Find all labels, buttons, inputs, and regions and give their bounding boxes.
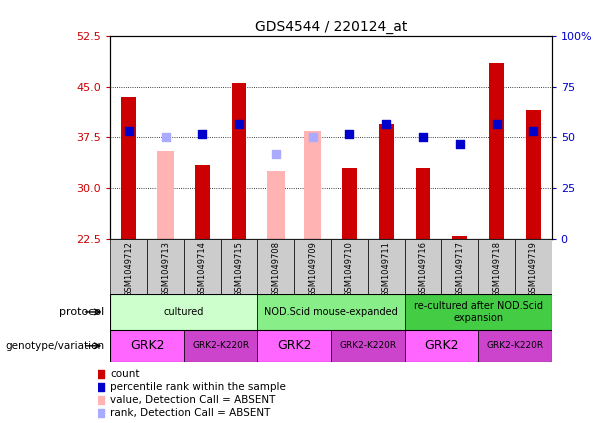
Text: GRK2-K220R: GRK2-K220R bbox=[486, 341, 544, 350]
Bar bbox=[478, 239, 515, 294]
Bar bbox=[110, 239, 147, 294]
Text: count: count bbox=[110, 369, 140, 379]
Point bbox=[310, 218, 319, 225]
Bar bbox=[110, 330, 184, 362]
Text: rank, Detection Call = ABSENT: rank, Detection Call = ABSENT bbox=[110, 408, 270, 418]
Text: GSM1049710: GSM1049710 bbox=[345, 241, 354, 297]
Text: cultured: cultured bbox=[164, 307, 204, 317]
Bar bbox=[331, 239, 368, 294]
Text: GRK2-K220R: GRK2-K220R bbox=[339, 341, 397, 350]
Text: GSM1049708: GSM1049708 bbox=[272, 241, 280, 297]
Text: NOD.Scid mouse-expanded: NOD.Scid mouse-expanded bbox=[264, 307, 398, 317]
Text: protocol: protocol bbox=[59, 307, 104, 317]
Bar bbox=[368, 239, 405, 294]
Bar bbox=[416, 168, 430, 239]
Bar bbox=[452, 236, 467, 239]
Point bbox=[381, 121, 391, 127]
Point bbox=[418, 134, 428, 141]
Point bbox=[124, 127, 134, 134]
Point bbox=[197, 131, 207, 137]
Bar bbox=[257, 294, 405, 330]
Bar bbox=[405, 330, 478, 362]
Text: percentile rank within the sample: percentile rank within the sample bbox=[110, 382, 286, 392]
Point bbox=[492, 121, 501, 127]
Text: GRK2: GRK2 bbox=[130, 339, 164, 352]
Point bbox=[345, 131, 354, 137]
Text: GSM1049714: GSM1049714 bbox=[198, 241, 207, 297]
Text: value, Detection Call = ABSENT: value, Detection Call = ABSENT bbox=[110, 395, 275, 405]
Text: GSM1049715: GSM1049715 bbox=[235, 241, 243, 297]
Bar bbox=[121, 97, 136, 239]
Bar bbox=[489, 63, 504, 239]
Text: GSM1049716: GSM1049716 bbox=[419, 241, 427, 297]
Point bbox=[455, 141, 465, 148]
Bar bbox=[331, 330, 405, 362]
Text: re-cultured after NOD.Scid
expansion: re-cultured after NOD.Scid expansion bbox=[414, 301, 543, 323]
Bar bbox=[257, 239, 294, 294]
Bar bbox=[405, 239, 441, 294]
Bar bbox=[157, 151, 174, 239]
Bar bbox=[195, 165, 210, 239]
Bar bbox=[405, 294, 552, 330]
Text: genotype/variation: genotype/variation bbox=[5, 341, 104, 351]
Bar bbox=[110, 294, 257, 330]
Bar bbox=[257, 330, 331, 362]
Bar bbox=[515, 239, 552, 294]
Bar bbox=[441, 239, 478, 294]
Bar bbox=[294, 239, 331, 294]
Text: GSM1049709: GSM1049709 bbox=[308, 241, 317, 297]
Text: GSM1049719: GSM1049719 bbox=[529, 241, 538, 297]
Point bbox=[161, 134, 170, 141]
Bar bbox=[184, 239, 221, 294]
Bar bbox=[221, 239, 257, 294]
Point bbox=[310, 338, 319, 345]
Bar bbox=[147, 239, 184, 294]
Bar bbox=[342, 168, 357, 239]
Bar bbox=[379, 124, 394, 239]
Text: GSM1049717: GSM1049717 bbox=[455, 241, 464, 297]
Bar bbox=[478, 330, 552, 362]
Bar bbox=[304, 131, 321, 239]
Point bbox=[310, 98, 319, 105]
Text: GRK2: GRK2 bbox=[424, 339, 459, 352]
Point bbox=[528, 127, 538, 134]
Bar bbox=[232, 83, 246, 239]
Bar bbox=[267, 171, 284, 239]
Text: GSM1049712: GSM1049712 bbox=[124, 241, 133, 297]
Text: GRK2-K220R: GRK2-K220R bbox=[192, 341, 249, 350]
Bar bbox=[184, 330, 257, 362]
Title: GDS4544 / 220124_at: GDS4544 / 220124_at bbox=[255, 19, 407, 33]
Point bbox=[308, 134, 318, 141]
Text: GSM1049711: GSM1049711 bbox=[382, 241, 390, 297]
Bar bbox=[526, 110, 541, 239]
Text: GSM1049718: GSM1049718 bbox=[492, 241, 501, 297]
Point bbox=[271, 151, 281, 158]
Point bbox=[234, 121, 244, 127]
Text: GRK2: GRK2 bbox=[277, 339, 311, 352]
Text: GSM1049713: GSM1049713 bbox=[161, 241, 170, 297]
